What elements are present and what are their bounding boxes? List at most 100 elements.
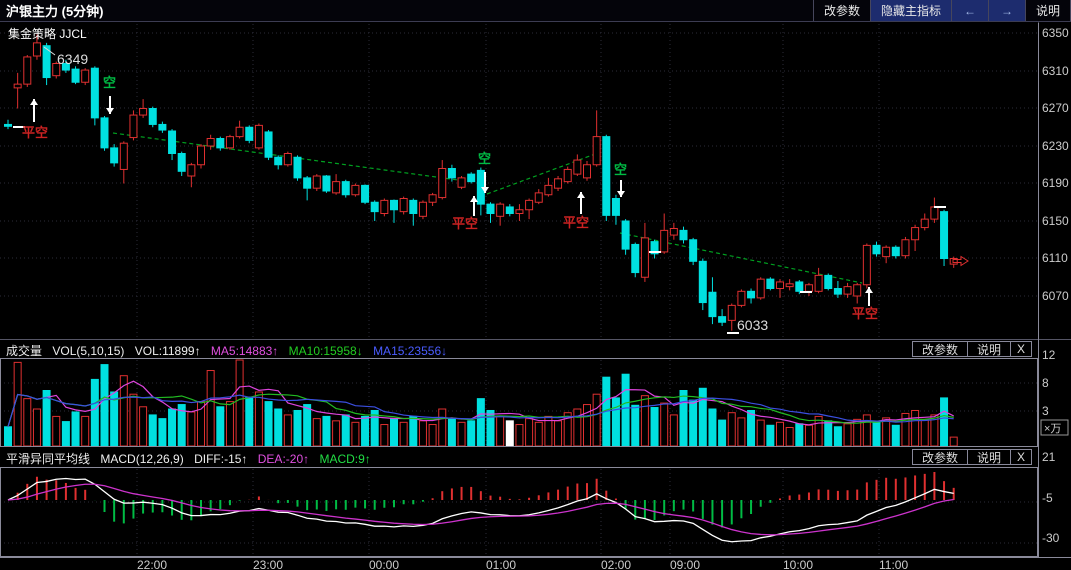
price-axis-label: 6150 [1042,214,1069,228]
help-button[interactable]: 说明 [1024,0,1071,21]
short-signal-label: 空 [103,75,116,90]
volume-bar [872,421,881,447]
candle-body [727,304,736,321]
candle-body [390,199,398,211]
volume-bar [81,415,90,447]
volume-bar [168,408,177,447]
next-arrow-icon[interactable]: → [987,0,1025,21]
price-axis-label: 6110 [1042,251,1068,265]
candle-body [312,175,321,189]
prev-arrow-icon[interactable]: ← [950,0,988,21]
candle-body [23,56,32,85]
candle-body [872,244,881,255]
macd-close-button[interactable]: X [1009,449,1032,465]
volume-ma10-value: MA10:15958↓ [288,344,363,358]
macd-help-button[interactable]: 说明 [966,449,1011,465]
volume-bar [254,391,263,447]
volume-bar [505,420,514,447]
volume-ma15-line [7,393,954,427]
candle-body [361,184,370,203]
volume-bar [554,420,563,447]
volume-bar [312,418,321,447]
volume-bar [332,420,341,447]
volume-bar [139,406,148,447]
volume-bar [158,418,167,447]
change-params-button[interactable]: 改参数 [812,0,870,21]
volume-bar [515,424,524,447]
candle-body [698,260,707,304]
volume-bar [891,424,900,447]
volume-close-button[interactable]: X [1009,341,1032,357]
volume-bar [843,423,852,447]
candle-body [592,136,601,166]
candle-body [13,83,22,89]
candle-body [42,45,51,79]
price-annotation-label: 6349 [57,51,88,67]
candle-body [61,63,70,71]
candle-body [573,159,582,175]
candle-body [824,274,833,289]
volume-change-params-button[interactable]: 改参数 [911,341,968,357]
volume-bar [631,404,640,447]
short-signal-label: 空 [478,151,491,166]
volume-help-button[interactable]: 说明 [966,341,1011,357]
volume-bar [216,406,225,447]
candle-body [303,177,312,189]
volume-bar [718,419,727,447]
candle-body [660,229,669,253]
candle-body [341,181,350,196]
title-bar: 沪银主力 (5分钟) 改参数 隐藏主指标 ← → 说明 [0,0,1071,22]
hide-main-indicator-button[interactable]: 隐藏主指标 [869,0,951,21]
volume-bar [409,415,418,447]
candle-body [110,147,119,164]
candle-body [119,142,128,170]
candle-body [689,239,698,262]
volume-axis-label: 3 [1042,404,1049,418]
cover-signal-label: 平空 [563,215,589,230]
volume-bar [428,424,437,447]
volume-bar [940,397,949,447]
candle-body [177,153,186,172]
volume-bar [496,415,505,447]
volume-bar [235,359,244,447]
up-arrow-icon [577,192,585,198]
up-arrow-icon [470,196,478,202]
dif-line [7,477,954,543]
candle-body [882,246,891,258]
volume-bar [776,421,784,447]
candle-body [4,123,12,127]
volume-bar [390,418,398,447]
cover-signal-label: 平空 [852,306,878,321]
down-arrow-icon [106,108,114,114]
volume-bar [640,395,649,447]
candle-body [795,281,804,292]
cover-signal-label: 平空 [22,125,48,140]
macd-panel-buttons: 改参数 说明 X [911,449,1032,465]
volume-bar [197,401,205,447]
macd-change-params-button[interactable]: 改参数 [911,449,968,465]
price-axis-label: 6270 [1042,101,1069,115]
volume-bar [583,404,591,447]
candle-body [90,67,99,119]
price-axis-label: 6230 [1042,139,1069,153]
volume-bar [100,364,109,447]
candle-body [756,278,765,299]
volume-bar [225,401,234,447]
time-axis-label: 22:00 [137,558,167,570]
strategy-label: 集金策略 JJCL [8,27,87,41]
volume-ma5-line [7,380,954,427]
candle-body [891,246,900,257]
volume-bar [689,399,698,447]
up-arrow-icon [865,287,873,293]
volume-bar [949,436,958,447]
candle-body [611,198,620,216]
candle-body [640,237,649,278]
candle-body [254,124,263,149]
volume-bar [322,415,331,447]
time-axis-label: 09:00 [670,558,700,570]
volume-bar [399,421,408,447]
candle-body [650,241,659,255]
candle-body [496,203,505,217]
volume-axis-label: 12 [1042,348,1056,362]
